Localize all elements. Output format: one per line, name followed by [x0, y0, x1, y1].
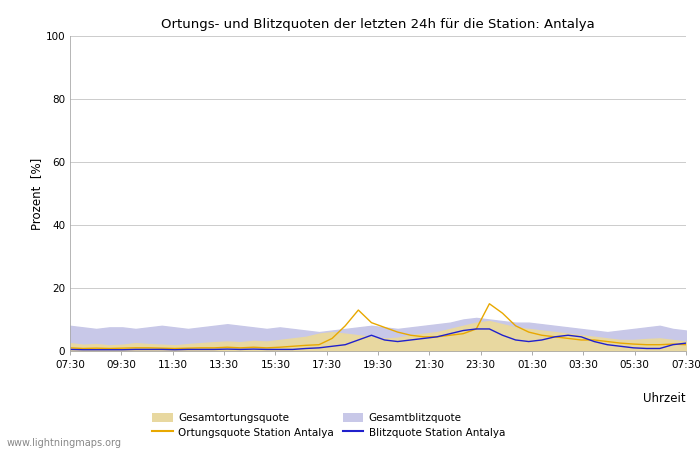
Legend: Gesamtortungsquote, Ortungsquote Station Antalya, Gesamtblitzquote, Blitzquote S: Gesamtortungsquote, Ortungsquote Station… — [153, 413, 505, 437]
Y-axis label: Prozent  [%]: Prozent [%] — [29, 158, 43, 230]
Text: Uhrzeit: Uhrzeit — [643, 392, 686, 405]
Title: Ortungs- und Blitzquoten der letzten 24h für die Station: Antalya: Ortungs- und Blitzquoten der letzten 24h… — [161, 18, 595, 31]
Text: www.lightningmaps.org: www.lightningmaps.org — [7, 438, 122, 448]
